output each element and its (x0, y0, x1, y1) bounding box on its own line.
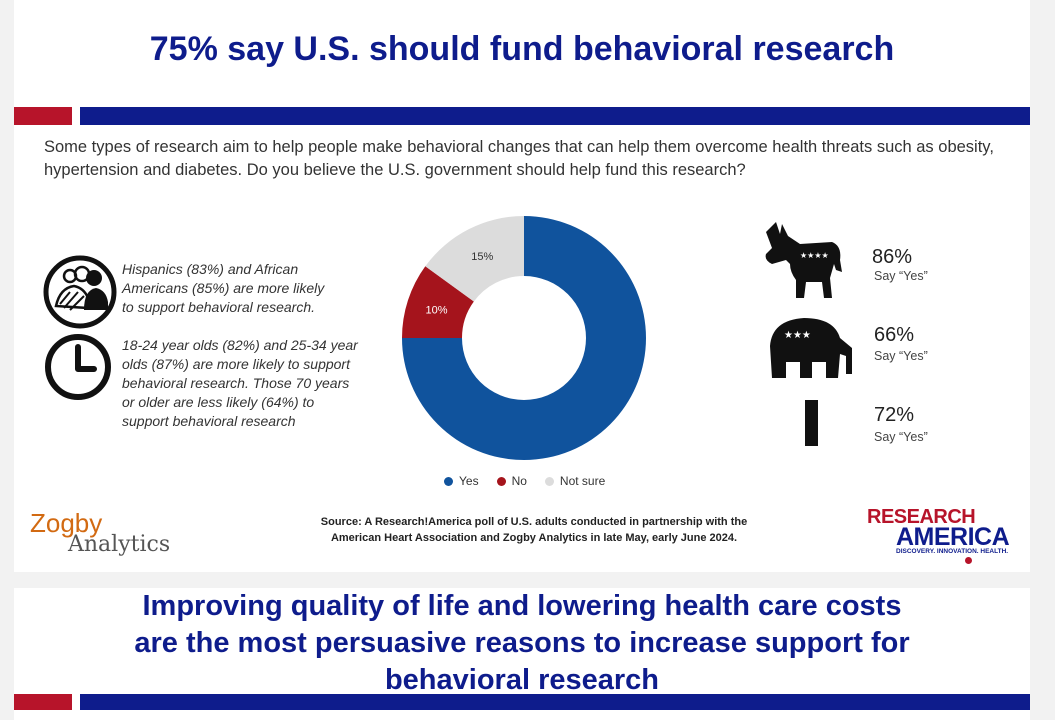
research-america-logo-bottom: AMERICA (896, 523, 1010, 551)
footer-headline-line-2: are the most persuasive reasons to incre… (134, 627, 910, 659)
research-america-tagline: DISCOVERY. INNOVATION. HEALTH. (896, 548, 1009, 555)
source-line-2: American Heart Association and Zogby Ana… (330, 532, 738, 544)
survey-question: Some types of research aim to help peopl… (44, 138, 994, 179)
legend-item-no: No (496, 474, 527, 488)
republican-value: 66% (874, 324, 915, 346)
research-america-logo-top: RESEARCH (867, 506, 976, 528)
donut-slice-not-sure (425, 216, 524, 302)
legend-swatch-no (496, 476, 506, 486)
ethnicity-stat: Hispanics (83%) and African Americans (8… (122, 261, 325, 315)
clock-icon (45, 334, 111, 400)
footer-headline-line-3: behavioral research (384, 664, 660, 696)
donut-label-yes: 75% (590, 442, 612, 454)
research-america-dot (965, 557, 972, 564)
svg-text:★★★★: ★★★★ (800, 251, 829, 260)
footer-headline-line-1: Improving quality of life and lowering h… (142, 590, 902, 622)
zogby-logo-top: Zogby (30, 508, 103, 538)
footer-divider-red (14, 694, 72, 710)
donut-chart: 75% 10% 15% (402, 216, 646, 460)
legend-label-not-sure: Not sure (559, 474, 606, 488)
legend-label-yes: Yes (459, 474, 479, 488)
donut-slice-no (402, 266, 474, 338)
democrat-sub: Say “Yes” (874, 269, 928, 283)
independent-bar-icon (805, 400, 818, 446)
legend-label-no: No (511, 474, 527, 488)
title-divider-blue (80, 107, 1030, 125)
legend-item-not-sure: Not sure (544, 474, 606, 488)
donut-label-not-sure: 15% (471, 251, 493, 263)
democrat-value: 86% (872, 246, 913, 268)
age-stat: 18-24 year olds (82%) and 25-34 year old… (122, 337, 358, 429)
legend-item-yes: Yes (444, 474, 479, 488)
donut-slice-yes (402, 216, 646, 460)
source-note: Source: A Research!America poll of U.S. … (274, 514, 794, 546)
zogby-logo-bottom: Analytics (68, 532, 171, 557)
legend-swatch-yes (444, 476, 453, 486)
svg-text:★★★: ★★★ (784, 330, 811, 341)
independent-sub: Say “Yes” (874, 430, 928, 444)
elephant-icon: ★★★ (770, 318, 852, 378)
independent-value: 72% (874, 404, 915, 426)
footer-headline: Improving quality of life and lowering h… (14, 588, 1030, 699)
title-divider-red (14, 107, 72, 125)
footer-panel: Improving quality of life and lowering h… (14, 588, 1030, 720)
footer-divider-blue (80, 694, 1030, 710)
donkey-icon: ★★★★ (765, 222, 842, 298)
people-group-icon (43, 255, 117, 329)
infographic-panel: 75% say U.S. should fund behavioral rese… (14, 0, 1030, 572)
donut-label-no: 10% (425, 305, 447, 317)
source-line-1: Source: A Research!America poll of U.S. … (320, 516, 748, 528)
chart-legend: Yes No Not sure (444, 474, 605, 488)
legend-swatch-not-sure (544, 476, 554, 486)
republican-sub: Say “Yes” (874, 349, 928, 363)
page-title: 75% say U.S. should fund behavioral rese… (149, 30, 895, 68)
